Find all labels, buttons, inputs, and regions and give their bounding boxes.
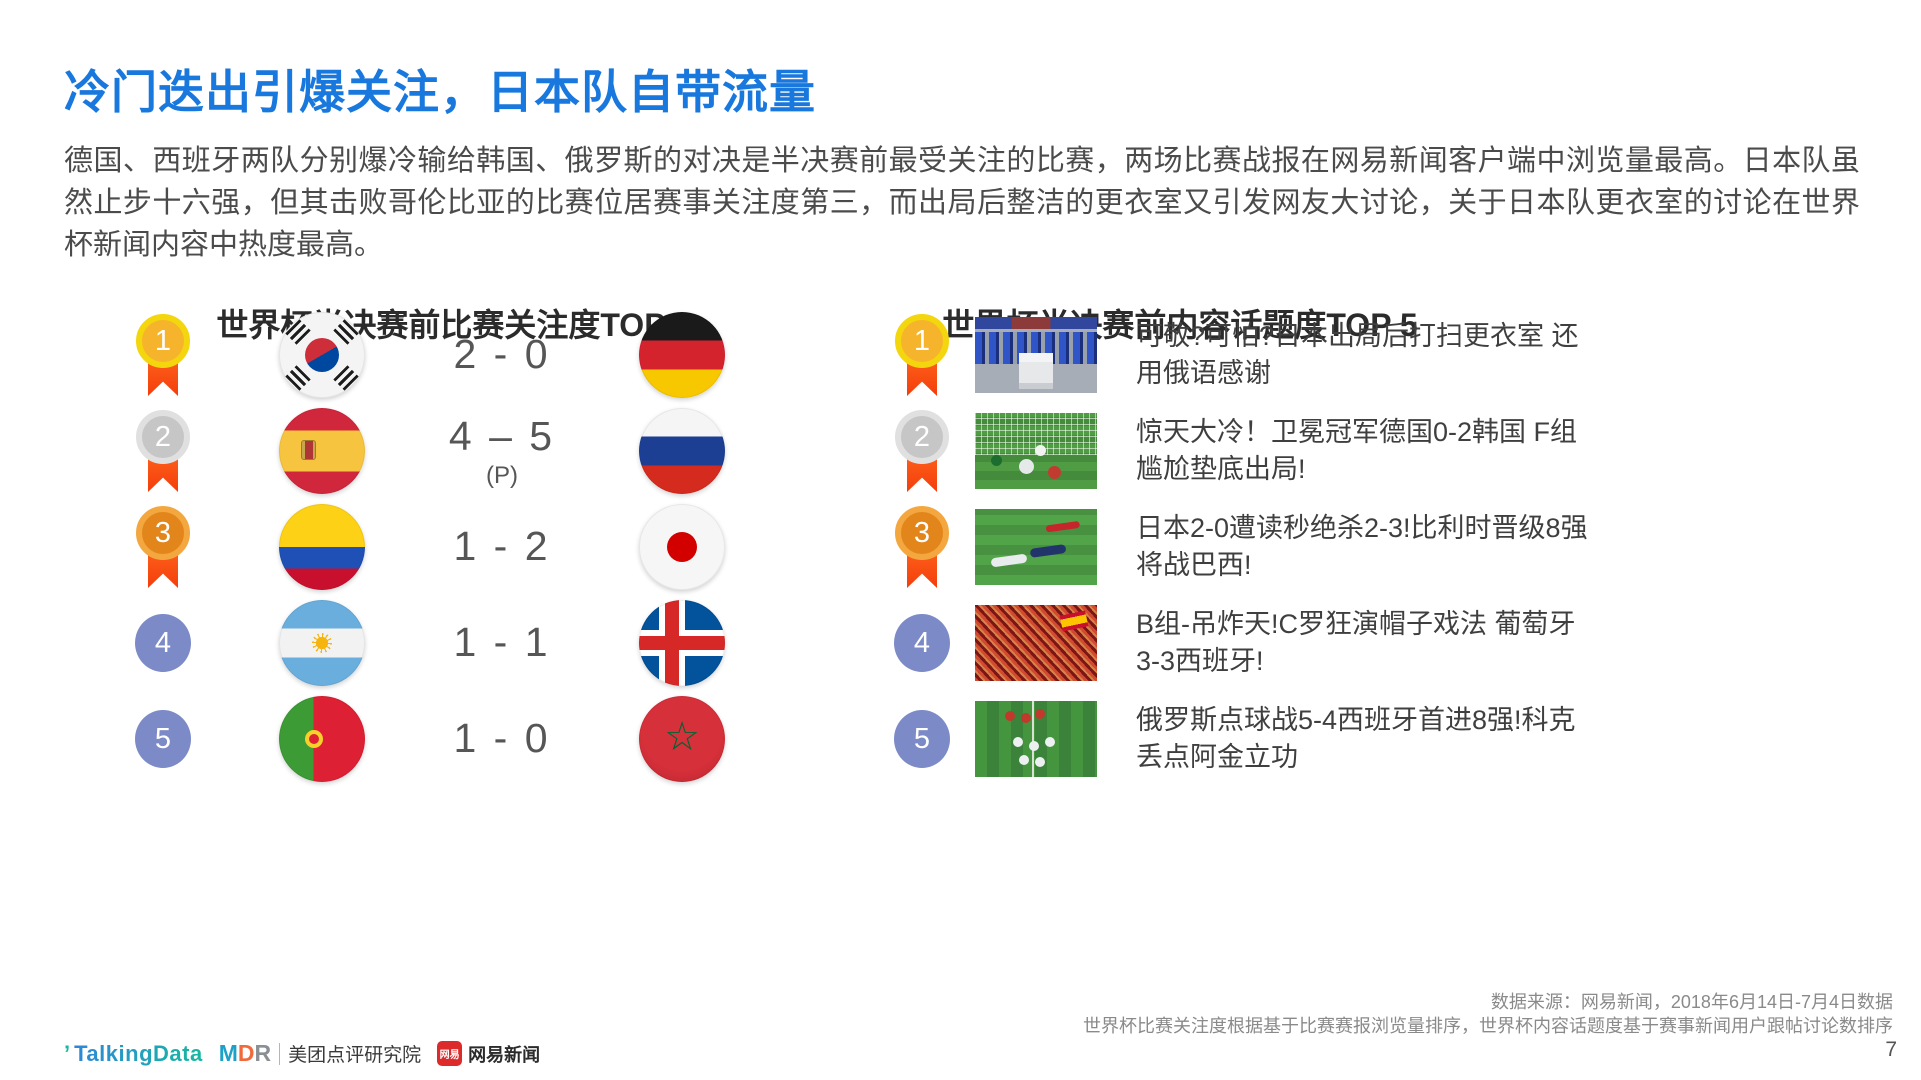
rank-number: 3	[895, 506, 949, 560]
japan-sun-icon	[667, 532, 697, 562]
morocco-star-icon: ☆	[664, 715, 700, 759]
gold-medal-icon: 1	[894, 312, 950, 398]
flag-morocco: ☆	[639, 696, 725, 782]
match-row-3: 3 1 - 2	[64, 499, 844, 595]
data-source-line1: 数据来源：网易新闻，2018年6月14日-7月4日数据	[1490, 992, 1893, 1012]
intro-paragraph: 德国、西班牙两队分别爆冷输给韩国、俄罗斯的对决是半决赛前最受关注的比赛，两场比赛…	[64, 145, 1860, 261]
thumbnail-portugal-spain-crowd	[975, 605, 1097, 681]
mdr-letter-m: M	[218, 1040, 238, 1066]
flag-germany	[639, 312, 725, 398]
news-headline: B组-吊炸天!C罗狂演帽子戏法 葡萄牙3-3西班牙!	[1136, 609, 1576, 676]
argentina-sun-icon	[312, 633, 332, 653]
flag-iceland	[639, 600, 725, 686]
match-score: 1 - 0	[453, 714, 551, 761]
gold-medal-icon: 1	[135, 312, 191, 398]
rank-circle: 5	[135, 710, 191, 768]
flag-portugal	[279, 696, 365, 782]
netease-app-icon: 网易	[437, 1041, 463, 1066]
news-row-1: 1 可敬?可怕?日本出局后打扫更衣室 还用俄语感谢	[880, 307, 1880, 403]
news-headline: 日本2-0遭读秒绝杀2-3!比利时晋级8强将战巴西!	[1136, 513, 1588, 580]
taegeuk-icon	[305, 338, 339, 372]
flag-argentina	[279, 600, 365, 686]
news-row-3: 3 日本2-0遭读秒绝杀2-3!比利时晋级8强将战巴西!	[880, 499, 1880, 595]
news-row-5: 5 俄罗斯点球战5-4西班牙首进8强!科克丢点阿金立功	[880, 691, 1880, 787]
silver-medal-icon: 2	[894, 408, 950, 494]
match-row-2: 2 4 – 5 (P)	[64, 403, 844, 499]
news-headline: 惊天大冷！卫冕冠军德国0-2韩国 F组尴尬垫底出局!	[1136, 417, 1578, 484]
page-title: 冷门迭出引爆关注，日本队自带流量	[64, 66, 816, 118]
bronze-medal-icon: 3	[135, 504, 191, 590]
rank-circle: 4	[135, 614, 191, 672]
mdr-letter-r: R	[254, 1040, 272, 1066]
rank-number: 3	[136, 506, 190, 560]
data-source-note: 数据来源：网易新闻，2018年6月14日-7月4日数据 世界杯比赛关注度根据基于…	[1083, 990, 1893, 1038]
trigram-icon	[285, 319, 311, 345]
thumbnail-japan-locker-room	[975, 317, 1097, 393]
data-source-line2: 世界杯比赛关注度根据基于比赛赛报浏览量排序，世界杯内容话题度基于赛事新闻用户跟帖…	[1083, 1016, 1893, 1036]
match-score: 2 - 0	[453, 330, 551, 377]
match-row-4: 4 1 - 1	[64, 595, 844, 691]
talkingdata-logo: TalkingData	[74, 1040, 203, 1066]
netease-news-logo: 网易 网易新闻	[437, 1041, 540, 1067]
flag-japan	[639, 504, 725, 590]
news-row-2: 2 惊天大冷！卫冕冠军德国0-2韩国 F组尴尬垫底出局!	[880, 403, 1880, 499]
spain-crest-icon	[301, 440, 316, 460]
rank-number: 1	[136, 314, 190, 368]
logo-bar: ’ TalkingData M D R 美团点评研究院 网易 网易新闻	[64, 1040, 540, 1067]
talkingdata-tick: ’	[64, 1040, 71, 1066]
flag-russia	[639, 408, 725, 494]
match-row-5: 5 1 - 0 ☆	[64, 691, 844, 787]
match-score: 1 - 1	[453, 618, 551, 665]
score-note: (P)	[486, 461, 518, 489]
match-score: 1 - 2	[453, 522, 551, 569]
news-headline: 可敬?可怕?日本出局后打扫更衣室 还用俄语感谢	[1136, 321, 1579, 388]
meituan-dianping-logo: M D R 美团点评研究院	[219, 1040, 421, 1067]
match-row-1: 1 2 - 0	[64, 307, 844, 403]
trigram-icon	[333, 319, 359, 345]
mdr-letter-d: D	[237, 1040, 255, 1066]
trigram-icon	[333, 365, 359, 391]
netease-news-label: 网易新闻	[468, 1044, 541, 1065]
flag-spain	[279, 408, 365, 494]
rank-number: 2	[136, 410, 190, 464]
rank-number: 2	[895, 410, 949, 464]
thumbnail-russia-spain-celebration	[975, 701, 1097, 777]
rank-circle: 5	[894, 710, 950, 768]
flag-south-korea	[279, 312, 365, 398]
rank-circle: 4	[894, 614, 950, 672]
logo-divider	[279, 1042, 281, 1065]
portugal-emblem-icon	[305, 730, 323, 748]
page-number: 7	[1885, 1038, 1897, 1061]
news-row-4: 4 B组-吊炸天!C罗狂演帽子戏法 葡萄牙3-3西班牙!	[880, 595, 1880, 691]
news-headline: 俄罗斯点球战5-4西班牙首进8强!科克丢点阿金立功	[1136, 705, 1576, 772]
match-score: 4 – 5	[448, 412, 556, 459]
trigram-icon	[285, 365, 311, 391]
thumbnail-japan-belgium-match	[975, 509, 1097, 585]
rank-number: 1	[895, 314, 949, 368]
thumbnail-germany-korea-goal	[975, 413, 1097, 489]
bronze-medal-icon: 3	[894, 504, 950, 590]
silver-medal-icon: 2	[135, 408, 191, 494]
meituan-research-label: 美团点评研究院	[288, 1045, 422, 1066]
flag-colombia	[279, 504, 365, 590]
